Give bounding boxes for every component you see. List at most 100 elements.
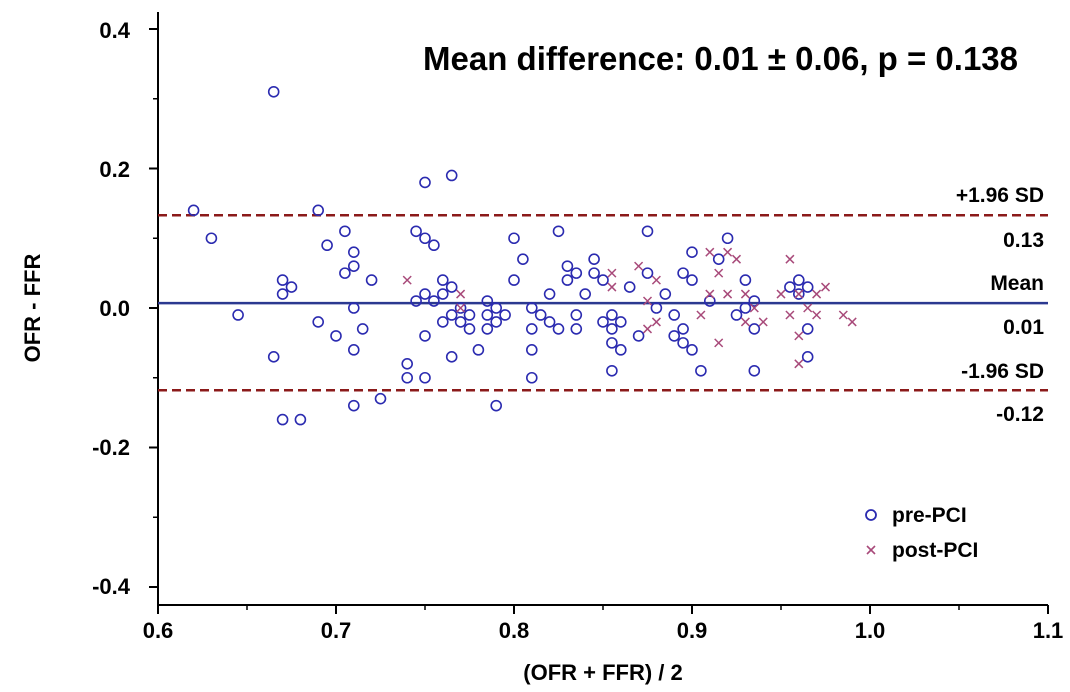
pre-pci-point [339,225,351,238]
y-tick-label: 0.0 [99,296,130,321]
post-pci-point [705,247,715,257]
pre-pci-point [792,274,805,286]
pre-pci-point [614,316,627,328]
pre-pci-point [428,239,440,252]
post-pci-point [776,289,786,299]
pre-pci-point [267,351,280,363]
pre-pci-point [312,204,325,217]
chart-title: Mean difference: 0.01 ± 0.06, p = 0.138 [423,40,1018,77]
pre-pci-point [517,253,529,265]
x-tick-label: 1.0 [855,618,886,643]
pre-pci-point [677,267,689,279]
pre-pci-point [267,85,280,98]
pre-pci-point [801,323,814,335]
x-tick-labels: 0.6 0.7 0.8 0.9 1.0 1.1 [143,618,1064,643]
x-tick-label: 0.9 [677,618,708,643]
pre-pci-point [561,274,574,286]
pre-pci-point [285,281,298,293]
post-pci-point [714,268,724,278]
pre-pci-point [419,232,431,245]
pre-pci-point [606,309,618,321]
pre-pci-point [347,344,360,356]
pre-pci-point [677,337,689,349]
y-tick-label: -0.4 [92,574,131,599]
pre-pci-point [588,267,600,279]
pre-pci-point [686,246,698,258]
pre-pci-point [463,309,476,321]
pre-pci-point [499,309,511,321]
pre-pci-point [436,316,449,328]
pre-pci-point [508,274,520,286]
pre-pci-point [623,281,636,293]
post-pci-point [402,275,412,285]
pre-pci-point [748,323,761,335]
pre-pci-point [401,371,414,384]
post-pci-point [812,310,822,320]
post-pci-point [794,331,804,341]
data-points [187,85,857,426]
pre-pci-point [419,288,431,300]
pre-pci-point [187,204,200,217]
axis-ticks [149,28,1049,614]
post-pci-point [758,317,768,327]
pre-pci-point [419,330,431,342]
pre-pci-point [792,288,805,300]
pre-pci-point [436,288,449,300]
post-pci-point [838,310,848,320]
mean-label: Mean [990,272,1044,295]
post-pci-point [651,275,661,285]
post-pci-point [456,303,466,313]
pre-pci-point [374,392,387,405]
x-tick-label: 0.8 [499,618,530,643]
pre-pci-point [641,267,654,279]
post-pci-point [794,359,804,369]
pre-pci-point [276,413,289,426]
post-pci-point [642,324,653,334]
y-tick-label: 0.2 [99,157,130,182]
pre-pci-point [543,316,556,328]
pre-pci-point [232,309,244,321]
pre-pci-point [401,357,414,370]
pre-pci-point [801,351,814,363]
pre-pci-point [739,274,752,286]
pre-pci-point [668,309,681,321]
pre-pci-point [552,225,565,238]
post-pci-point [723,247,733,257]
pre-pci-point [410,225,422,238]
pre-pci-point [597,274,609,286]
post-pci-point [607,282,617,292]
pre-pci-point [650,302,663,314]
pre-pci-point [339,267,351,279]
post-pci-point [803,303,813,313]
pre-pci-point [445,309,458,321]
y-axis-title: OFR - FFR [20,254,45,363]
post-pci-point [794,289,804,299]
pre-pci-point [481,295,494,307]
mean-value: 0.01 [1003,316,1044,339]
upper-limit-value: 0.13 [1003,229,1044,252]
post-pci-point [634,261,644,271]
pre-pci-point [561,260,574,272]
pre-pci-point [481,309,494,321]
pre-pci-point [454,316,467,328]
pre-pci-point [276,288,289,300]
pre-pci-point [641,225,654,238]
post-pci-point [740,289,750,299]
pre-pci-point [330,330,342,342]
post-pci-point [705,289,715,299]
pre-pci-point [606,323,618,335]
post-pci-point [731,254,742,264]
pre-pci-point [606,337,618,349]
pre-pci-point [686,274,698,286]
lower-limit-label: -1.96 SD [961,360,1044,383]
post-pci-point [820,282,831,292]
pre-pci-point [463,323,476,335]
legend-post-pci-label: post-PCI [892,539,978,562]
post-pci-point [723,289,733,299]
x-tick-label: 0.6 [143,618,174,643]
post-pci-point [696,310,706,320]
pre-pci-point [534,309,547,321]
pre-pci-point [686,344,698,356]
pre-pci-point [739,302,752,314]
pre-pci-point [588,253,600,265]
